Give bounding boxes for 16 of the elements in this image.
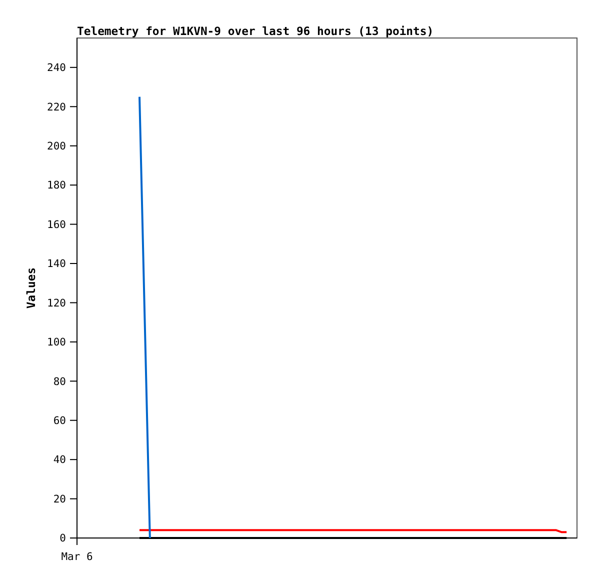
chart-title: Telemetry for W1KVN-9 over last 96 hours (13 points) xyxy=(77,24,434,38)
y-tick-label: 100 xyxy=(47,336,66,349)
y-tick-label: 240 xyxy=(47,62,66,74)
y-tick-label: 140 xyxy=(47,258,66,270)
y-tick-label: 220 xyxy=(47,101,66,114)
y-tick-label: 160 xyxy=(47,218,66,231)
x-tick-label: Mar 6 xyxy=(61,551,93,563)
y-tick-label: 120 xyxy=(47,297,66,310)
y-tick-label: 60 xyxy=(53,415,66,428)
y-tick-label: 80 xyxy=(53,376,66,388)
y-axis-title: Values xyxy=(24,267,38,309)
y-tick-label: 0 xyxy=(60,532,66,545)
y-tick-label: 20 xyxy=(53,493,66,506)
y-tick-label: 180 xyxy=(47,180,66,192)
y-tick-label: 200 xyxy=(47,140,66,153)
y-tick-label: 40 xyxy=(53,454,66,466)
